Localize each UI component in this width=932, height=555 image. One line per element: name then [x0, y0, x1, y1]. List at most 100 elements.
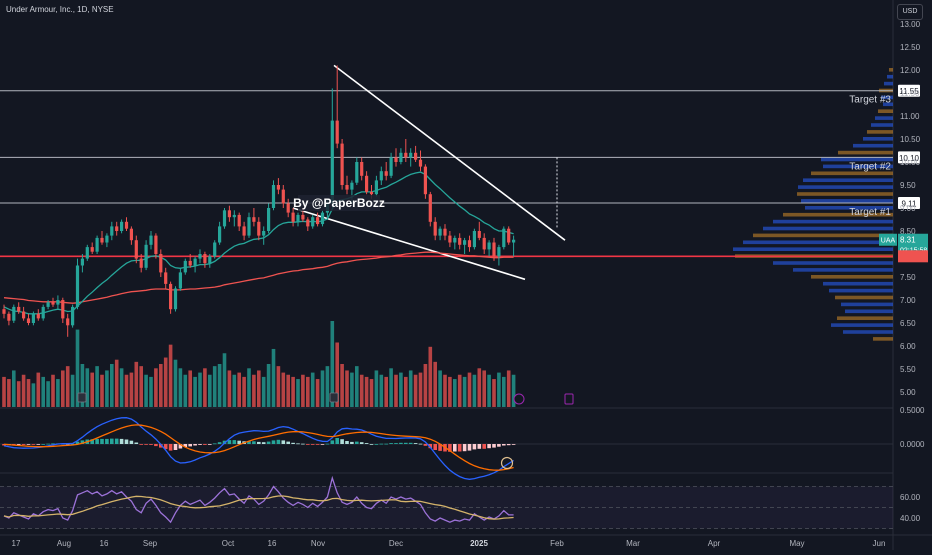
volume-bar: [448, 376, 452, 407]
macd-histogram-bar: [212, 443, 217, 445]
volume-profile-bar: [878, 109, 893, 113]
candle-body: [159, 254, 163, 273]
volume-bar: [90, 372, 94, 407]
volume-profile-bar: [798, 185, 893, 189]
candle-body: [316, 217, 320, 225]
ema-fast-line: [3, 171, 514, 315]
macd-histogram-bar: [168, 444, 173, 451]
macd-axis-tick: 0.0000: [900, 440, 925, 449]
macd-histogram-bar: [65, 444, 70, 445]
volume-bar: [296, 379, 300, 407]
volume-bar: [129, 372, 134, 407]
volume-bar: [457, 374, 462, 407]
macd-histogram-bar: [144, 444, 148, 445]
macd-histogram-bar: [511, 444, 516, 445]
macd-histogram-bar: [183, 444, 188, 447]
candle-body: [291, 212, 295, 222]
volume-bar: [105, 370, 109, 407]
volume-bar: [413, 374, 418, 407]
candle-body: [139, 258, 143, 268]
candle-body: [433, 221, 437, 236]
volume-bar: [61, 370, 65, 407]
macd-histogram-bar: [340, 439, 344, 444]
volume-bar: [379, 374, 384, 407]
volume-profile-bar: [801, 199, 893, 203]
volume-profile-bar: [873, 337, 893, 341]
volume-bar: [438, 370, 442, 407]
chart-title[interactable]: Under Armour, Inc., 1D, NYSE: [6, 5, 114, 14]
macd-histogram-bar: [163, 444, 168, 450]
candle-body: [31, 313, 35, 323]
macd-histogram-bar: [276, 439, 281, 444]
candle-body: [448, 235, 452, 243]
volume-bar: [222, 353, 227, 407]
volume-bar: [310, 372, 315, 407]
volume-bar: [173, 359, 178, 407]
candle-body: [482, 237, 486, 250]
candle-body: [438, 228, 442, 236]
macd-histogram-bar: [188, 444, 192, 447]
volume-bar: [511, 374, 516, 407]
candle-body: [306, 219, 310, 227]
earnings-marker: [329, 392, 339, 403]
target-price-tag: [898, 151, 920, 164]
candle-body: [409, 152, 413, 158]
volume-bar: [208, 374, 212, 407]
candle-body: [262, 231, 266, 236]
candle-body: [281, 189, 285, 204]
macd-histogram-bar: [384, 443, 388, 445]
volume-bar: [144, 374, 148, 407]
volume-bar: [472, 374, 477, 407]
macd-histogram-bar: [389, 443, 393, 444]
price-axis-tick: 11.00: [900, 112, 920, 121]
last-price-label: 8.31: [900, 236, 916, 245]
candle-body: [115, 226, 119, 231]
rsi-line: [3, 475, 514, 524]
macd-histogram-bar: [105, 438, 109, 444]
candle-body: [178, 272, 182, 289]
macd-histogram-bar: [281, 440, 286, 444]
currency-button[interactable]: USD: [897, 4, 923, 20]
volume-bar: [428, 346, 433, 407]
volume-bar: [41, 376, 45, 407]
macd-histogram-bar: [16, 444, 21, 445]
volume-profile-bar: [875, 116, 893, 120]
macd-histogram-bar: [413, 443, 418, 444]
volume-profile-bar: [883, 102, 893, 107]
volume-bar: [418, 372, 423, 407]
candle-body: [203, 254, 207, 264]
volume-profile-bar: [884, 81, 893, 86]
volume-bar: [75, 329, 80, 407]
macd-histogram-bar: [252, 441, 256, 444]
target-price-label: 10.10: [899, 154, 920, 163]
macd-histogram-bar: [394, 443, 398, 444]
volume-bar: [453, 379, 457, 407]
volume-bar: [114, 359, 119, 407]
price-axis-tick: 10.50: [900, 135, 921, 144]
candle-body: [487, 242, 491, 250]
candle-body: [124, 221, 129, 229]
candle-body: [213, 242, 217, 257]
volume-bar: [119, 368, 124, 407]
candle-body: [17, 306, 21, 312]
volume-bar: [335, 342, 339, 407]
candle-body: [242, 226, 246, 236]
volume-bar: [271, 348, 276, 407]
macd-histogram-bar: [119, 438, 124, 444]
volume-profile-bar: [803, 178, 893, 182]
macd-histogram-bar: [95, 438, 99, 444]
volume-bar: [85, 368, 90, 407]
volume-bar: [291, 376, 295, 407]
macd-histogram-bar: [286, 441, 290, 444]
volume-bar: [232, 374, 237, 407]
macd-histogram-bar: [320, 444, 325, 445]
volume-bar: [149, 376, 153, 407]
candle-body: [144, 244, 148, 268]
price-axis-tick: 10.00: [900, 158, 921, 167]
candle-body: [227, 210, 231, 218]
price-axis-tick: 11.50: [900, 89, 920, 98]
wedge-lower-line: [292, 207, 526, 281]
candle-body: [66, 318, 70, 326]
volume-profile-bar: [887, 74, 893, 79]
